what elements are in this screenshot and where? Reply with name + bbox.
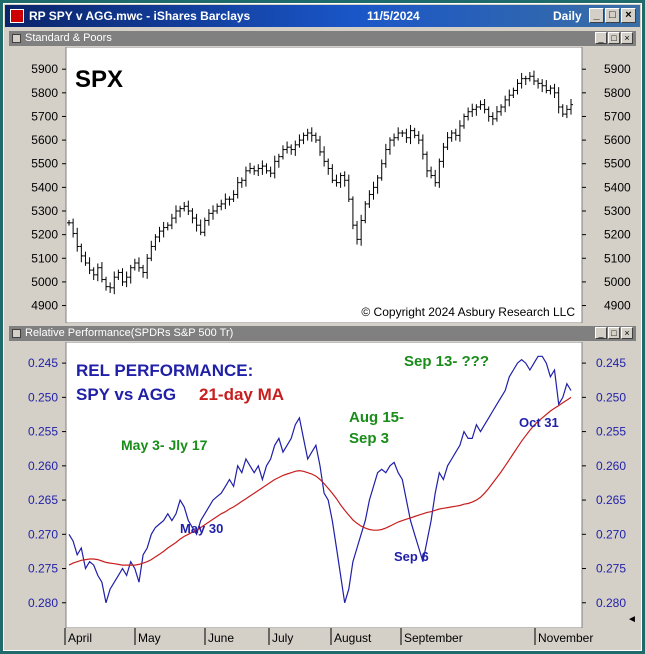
app-icon[interactable] <box>10 9 24 23</box>
bottom-y-tick-label: 0.245 <box>28 356 58 370</box>
top-pane-title: Standard & Poors <box>25 32 112 44</box>
maximize-icon[interactable]: □ <box>605 8 620 23</box>
bottom-y-tick-label-right: 0.280 <box>596 596 626 610</box>
app-window: RP SPY v AGG.mwc - iShares Barclays 11/5… <box>3 3 642 651</box>
date-axis: April May June July August September November <box>9 628 636 646</box>
top-y-tick-label: 5000 <box>31 275 58 289</box>
bottom-plot-area <box>65 342 583 628</box>
spx-label: SPX <box>75 66 123 93</box>
bottom-pane-header: Relative Performance(SPDRs S&P 500 Tr) _… <box>9 326 636 341</box>
annotation-label: Sep 6 <box>394 549 429 564</box>
top-plot-area <box>65 47 583 323</box>
bottom-y-tick-label-right: 0.275 <box>596 562 626 576</box>
rel-performance-chart: 0.245 0.245 0.250 0.250 0.255 0.255 0.260 0.260… <box>9 342 636 628</box>
date-tick-label: May <box>138 631 161 645</box>
annotation-label: Oct 31 <box>519 415 559 430</box>
bottom-y-tick-label: 0.265 <box>28 493 58 507</box>
period-label: Daily <box>553 9 582 23</box>
rel-title-line1: REL PERFORMANCE: <box>76 361 253 380</box>
spx-chart: 4900 4900 5000 5000 5100 5100 5200 5200 5300 5300… <box>9 47 636 323</box>
window-date: 11/5/2024 <box>367 9 420 23</box>
top-y-tick-label: 5400 <box>31 180 58 194</box>
bottom-y-tick-label: 0.270 <box>28 527 58 541</box>
top-pane-header: Standard & Poors _ □ × <box>9 31 636 46</box>
bottom-y-tick-label: 0.255 <box>28 425 58 439</box>
bottom-y-tick-label-right: 0.245 <box>596 356 626 370</box>
rel-performance-line <box>68 355 572 603</box>
top-y-tick-label-right: 5400 <box>604 180 631 194</box>
bottom-y-tick-label: 0.260 <box>28 459 58 473</box>
bottom-y-tick-label: 0.250 <box>28 390 58 404</box>
annotation-label: Sep 3 <box>349 430 389 447</box>
top-y-tick-label-right: 5300 <box>604 204 631 218</box>
top-y-tick-label-right: 5900 <box>604 62 631 76</box>
top-y-tick-label: 5600 <box>31 133 58 147</box>
ma-label: 21-day MA <box>199 385 284 404</box>
pane-menu-icon[interactable] <box>12 34 21 43</box>
date-tick-label: November <box>538 631 593 645</box>
rel-title-line2: SPY vs AGG <box>76 385 176 404</box>
pane-menu-icon-2[interactable] <box>12 329 21 338</box>
top-y-tick-label-right: 5000 <box>604 275 631 289</box>
annotation-label: May 3- Jly 17 <box>121 437 208 453</box>
date-tick-label: September <box>404 631 463 645</box>
bottom-pane-title: Relative Performance(SPDRs S&P 500 Tr) <box>25 327 234 339</box>
bottom-y-tick-label: 0.275 <box>28 562 58 576</box>
top-y-tick-label-right: 5800 <box>604 86 631 100</box>
top-y-tick-label: 5800 <box>31 86 58 100</box>
pane-close-icon[interactable]: × <box>621 32 633 44</box>
annotation-label: Aug 15- <box>349 409 404 426</box>
top-y-tick-label: 5300 <box>31 204 58 218</box>
bottom-y-tick-label-right: 0.255 <box>596 425 626 439</box>
top-y-tick-label-right: 5500 <box>604 157 631 171</box>
top-y-tick-label: 5700 <box>31 109 58 123</box>
minimize-icon[interactable]: _ <box>589 8 604 23</box>
date-tick-label: August <box>334 631 372 645</box>
top-y-tick-label: 5100 <box>31 251 58 265</box>
bottom-y-tick-label: 0.280 <box>28 596 58 610</box>
scroll-right-icon[interactable]: ◄ <box>627 614 637 625</box>
date-axis-bg <box>9 628 636 646</box>
top-y-tick-label: 5500 <box>31 157 58 171</box>
bottom-y-tick-label-right: 0.250 <box>596 390 626 404</box>
top-y-tick-label-right: 5700 <box>604 109 631 123</box>
top-y-tick-label-right: 4900 <box>604 299 631 313</box>
pane-minimize-icon[interactable]: _ <box>595 32 607 44</box>
pane-maximize-icon[interactable]: □ <box>608 32 620 44</box>
close-icon[interactable]: × <box>621 8 636 23</box>
top-y-tick-label: 5200 <box>31 228 58 242</box>
date-tick-label: April <box>68 631 92 645</box>
pane-maximize-icon-2[interactable]: □ <box>608 327 620 339</box>
moving-average-line <box>68 396 572 566</box>
annotation-label: Sep 13- ??? <box>404 353 489 370</box>
pane-minimize-icon-2[interactable]: _ <box>595 327 607 339</box>
top-y-tick-label: 4900 <box>31 299 58 313</box>
title-bar[interactable]: RP SPY v AGG.mwc - iShares Barclays 11/5… <box>5 5 640 27</box>
bottom-y-tick-label-right: 0.270 <box>596 527 626 541</box>
window-title: RP SPY v AGG.mwc - iShares Barclays <box>29 9 251 23</box>
top-y-tick-label-right: 5100 <box>604 251 631 265</box>
top-y-tick-label: 5900 <box>31 62 58 76</box>
bottom-y-tick-label-right: 0.265 <box>596 493 626 507</box>
date-tick-label: July <box>272 631 293 645</box>
copyright-text: © Copyright 2024 Asbury Research LLC <box>361 305 575 319</box>
bottom-y-tick-label-right: 0.260 <box>596 459 626 473</box>
pane-close-icon-2[interactable]: × <box>621 327 633 339</box>
annotation-label: May 30 <box>180 521 223 536</box>
top-y-tick-label-right: 5600 <box>604 133 631 147</box>
date-tick-label: June <box>208 631 234 645</box>
top-y-tick-label-right: 5200 <box>604 228 631 242</box>
